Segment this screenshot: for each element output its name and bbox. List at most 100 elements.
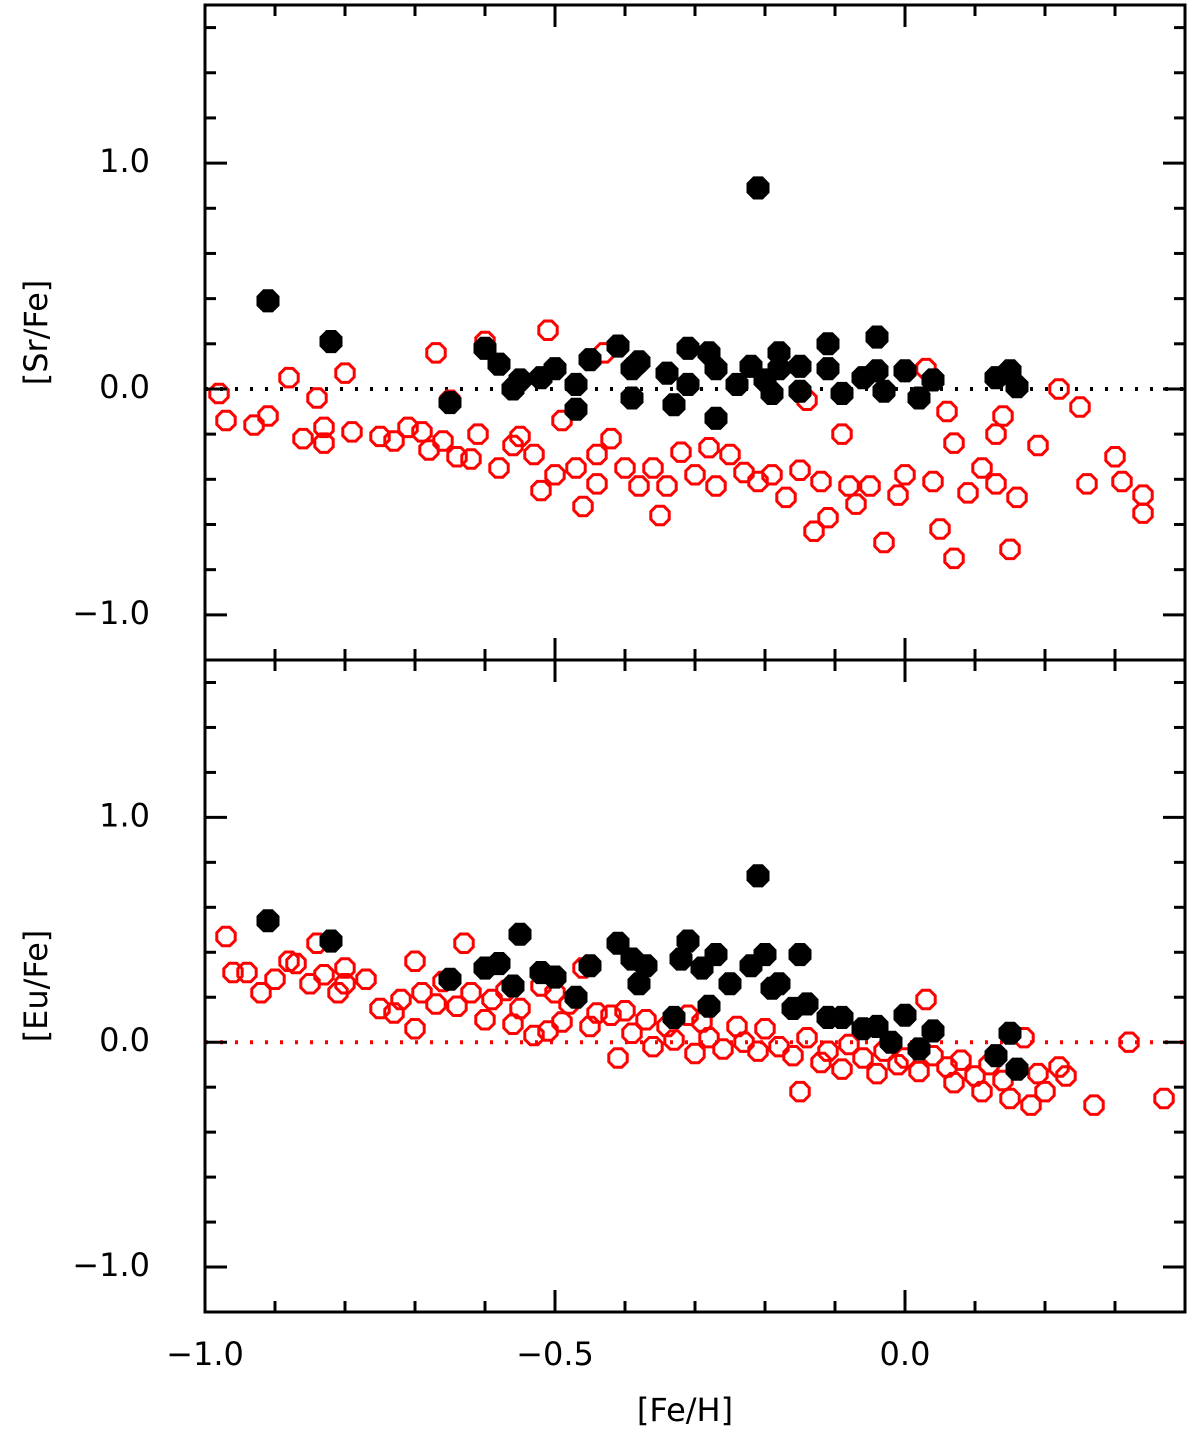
filled-point — [319, 330, 343, 354]
open-point — [418, 439, 440, 461]
open-point — [208, 382, 230, 405]
open-point — [957, 482, 979, 504]
open-point — [859, 475, 881, 497]
open-point — [565, 457, 587, 479]
open-point — [698, 437, 720, 459]
open-point — [1034, 1080, 1056, 1103]
open-point — [614, 457, 636, 479]
open-point — [684, 464, 706, 486]
filled-point — [634, 954, 658, 978]
open-point — [600, 1004, 622, 1026]
open-point — [943, 1071, 965, 1094]
open-point — [796, 1027, 818, 1049]
filled-point — [676, 929, 700, 953]
open-point — [397, 416, 419, 439]
open-point — [600, 427, 622, 450]
open-point — [782, 1045, 804, 1067]
filled-point — [704, 406, 728, 430]
filled-point — [788, 943, 812, 967]
filled-point — [543, 965, 567, 989]
filled-point — [543, 357, 567, 381]
open-point — [1132, 502, 1154, 524]
filled-point — [893, 359, 917, 383]
open-point — [705, 475, 727, 497]
open-point — [299, 973, 321, 995]
open-point — [1104, 446, 1126, 468]
open-point — [369, 425, 391, 448]
open-point — [355, 968, 377, 990]
open-point — [537, 319, 559, 341]
open-point — [523, 1024, 545, 1047]
open-point — [712, 1038, 734, 1060]
open-point — [950, 1049, 972, 1071]
open-point — [334, 957, 356, 979]
open-point — [509, 997, 531, 1020]
open-point — [460, 448, 482, 470]
x-tick-label: 0.0 — [880, 1335, 931, 1373]
open-point — [481, 988, 503, 1011]
open-point — [1048, 1056, 1070, 1078]
filled-point — [725, 372, 749, 396]
filled-point — [865, 1014, 889, 1038]
open-point — [264, 968, 286, 990]
filled-point — [473, 336, 497, 360]
open-point — [530, 479, 552, 502]
open-point — [817, 1040, 839, 1062]
open-point — [719, 443, 741, 466]
open-point — [894, 464, 916, 486]
open-point — [327, 982, 349, 1004]
open-point — [873, 531, 895, 554]
open-point — [1055, 1065, 1077, 1087]
open-point — [845, 493, 867, 515]
open-point — [537, 1020, 559, 1042]
filled-point — [865, 325, 889, 349]
open-point — [551, 1011, 573, 1033]
filled-point — [655, 361, 679, 385]
filled-point — [760, 381, 784, 405]
filled-point — [578, 954, 602, 978]
y-tick-label: −1.0 — [72, 1246, 150, 1284]
filled-point — [746, 176, 770, 200]
open-point — [236, 961, 258, 984]
open-point — [838, 475, 860, 497]
open-point — [292, 427, 314, 450]
open-point — [971, 457, 993, 479]
filled-point — [907, 386, 931, 410]
open-point — [698, 1027, 720, 1049]
open-point — [278, 366, 300, 389]
open-point — [642, 1036, 664, 1058]
filled-point — [718, 972, 742, 996]
y-axis-label: [Sr/Fe] — [17, 280, 55, 386]
open-point — [369, 997, 391, 1020]
open-point — [656, 475, 678, 497]
open-point — [390, 988, 412, 1011]
filled-point — [578, 348, 602, 372]
filled-point — [508, 922, 532, 946]
open-point — [614, 1000, 636, 1022]
open-point — [635, 1009, 657, 1031]
open-point — [831, 423, 853, 445]
filled-point — [998, 1021, 1022, 1045]
filled-point — [606, 334, 630, 358]
filled-point — [921, 368, 945, 392]
open-point — [1076, 473, 1098, 495]
filled-point — [676, 336, 700, 360]
open-point — [586, 473, 608, 495]
filled-point — [879, 1030, 903, 1054]
filled-point — [984, 1044, 1008, 1068]
open-point — [817, 507, 839, 529]
open-point — [1153, 1087, 1175, 1110]
open-point — [929, 518, 951, 540]
y-tick-label: 0.0 — [99, 1021, 150, 1059]
filled-point — [830, 1005, 854, 1029]
open-point — [985, 423, 1007, 445]
open-point — [313, 964, 335, 986]
open-point — [243, 414, 265, 436]
plot-frame — [203, 3, 1187, 662]
open-point — [985, 473, 1007, 495]
open-point — [852, 1047, 874, 1069]
open-point — [887, 1054, 909, 1076]
filled-point — [620, 386, 644, 410]
open-point — [334, 362, 356, 384]
open-point — [768, 1036, 790, 1058]
